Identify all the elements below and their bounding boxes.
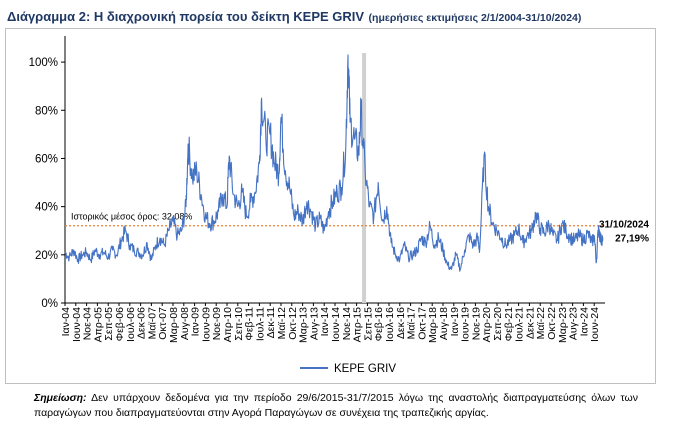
chart-frame (5, 28, 656, 384)
x-tick-label: Νοε-19 (470, 307, 482, 340)
x-tick-label: Οκτ-22 (546, 307, 558, 340)
x-tick-label: Απρ-20 (481, 307, 493, 343)
x-tick-label: Ιαν-09 (190, 307, 202, 337)
x-tick-label: Δεκ-21 (524, 307, 536, 339)
x-tick-label: Οκτ-07 (157, 307, 169, 340)
x-tick-label: Σεπ-10 (233, 307, 245, 341)
x-tick-label: Ιουν-24 (589, 307, 601, 342)
y-tick-label: 80% (35, 105, 58, 117)
x-tick-label: Μαρ-23 (557, 307, 569, 343)
x-tick-label: Αυγ-23 (568, 307, 580, 340)
chart-title: Διάγραμμα 2: Η διαχρονική πορεία του δεί… (7, 9, 365, 24)
x-tick-label: Ιαν-19 (449, 307, 461, 337)
x-tick-label: Σεπ-05 (103, 307, 115, 341)
x-tick-label: Απρ-05 (92, 307, 104, 343)
end-value-label: 27,19% (615, 233, 649, 244)
y-tick-label: 60% (35, 153, 58, 165)
x-tick-label: Δεκ-06 (136, 307, 148, 339)
x-tick-label: Αυγ-08 (179, 307, 191, 340)
x-tick-label: Οκτ-12 (287, 307, 299, 340)
x-tick-label: Ιουλ-21 (514, 307, 526, 342)
footnote-label: Σημείωση: (34, 392, 87, 404)
x-tick-label: Ιουν-19 (460, 307, 472, 342)
x-tick-label: Φεβ-21 (503, 307, 515, 341)
griv-series-line (64, 54, 604, 272)
x-tick-label: Μαϊ-12 (276, 307, 288, 339)
x-tick-label: Νοε-04 (82, 307, 94, 340)
y-tick-label: 0% (41, 298, 58, 310)
mean-reference-label: Ιστορικός μέσος όρος: 32,08% (71, 212, 192, 222)
x-tick-label: Νοε-09 (211, 307, 223, 340)
x-tick-label: Ιουν-14 (330, 307, 342, 342)
end-date-label: 31/10/2024 (599, 219, 649, 230)
y-tick-label: 100% (29, 57, 58, 69)
x-tick-label: Αυγ-13 (308, 307, 320, 340)
x-tick-label: Νοε-14 (341, 307, 353, 340)
line-chart: 0%20%40%60%80%100%Ιαν-04Ιουν-04Νοε-04Απρ… (29, 36, 649, 375)
x-tick-label: Φεβ-11 (244, 307, 256, 341)
x-tick-label: Ιουν-09 (200, 307, 212, 342)
x-tick-label: Μαϊ-17 (406, 307, 418, 339)
x-tick-label: Δεκ-16 (395, 307, 407, 339)
x-tick-label: Μαϊ-07 (146, 307, 158, 339)
x-tick-label: Ιαν-24 (578, 307, 590, 337)
x-tick-label: Σεπ-20 (492, 307, 504, 341)
x-tick-label: Μαρ-08 (168, 307, 180, 343)
x-tick-label: Ιαν-14 (319, 307, 331, 337)
y-tick-label: 40% (35, 202, 58, 214)
x-tick-label: Ιουλ-06 (125, 307, 137, 342)
footnote: Σημείωση: Δεν υπάρχουν δεδομένα για την … (34, 391, 638, 421)
legend-label: ΚΕΡΕ GRIV (334, 363, 396, 375)
x-tick-label: Μαρ-13 (298, 307, 310, 343)
x-tick-label: Μαϊ-22 (535, 307, 547, 339)
chart-title-row: Διάγραμμα 2: Η διαχρονική πορεία του δεί… (7, 8, 581, 26)
x-tick-label: Ιουν-04 (71, 307, 83, 342)
x-tick-label: Σεπ-15 (362, 307, 374, 341)
chart-subtitle: (ημερήσιες εκτιμήσεις 2/1/2004-31/10/202… (368, 12, 582, 24)
footnote-text: Δεν υπάρχουν δεδομένα για την περίοδο 29… (34, 392, 638, 419)
x-tick-label: Ιουλ-16 (384, 307, 396, 342)
x-tick-label: Ιαν-04 (60, 307, 72, 337)
x-tick-label: Απρ-15 (352, 307, 364, 343)
x-tick-label: Φεβ-06 (114, 307, 126, 341)
x-tick-label: Απρ-10 (222, 307, 234, 343)
x-tick-label: Μαρ-18 (427, 307, 439, 343)
y-tick-label: 20% (35, 250, 58, 262)
x-tick-label: Ιουλ-11 (254, 307, 266, 341)
x-tick-label: Φεβ-16 (373, 307, 385, 341)
data-gap-band (362, 53, 367, 303)
x-tick-label: Οκτ-17 (416, 307, 428, 340)
x-tick-label: Αυγ-18 (438, 307, 450, 340)
x-tick-label: Δεκ-11 (265, 307, 277, 339)
